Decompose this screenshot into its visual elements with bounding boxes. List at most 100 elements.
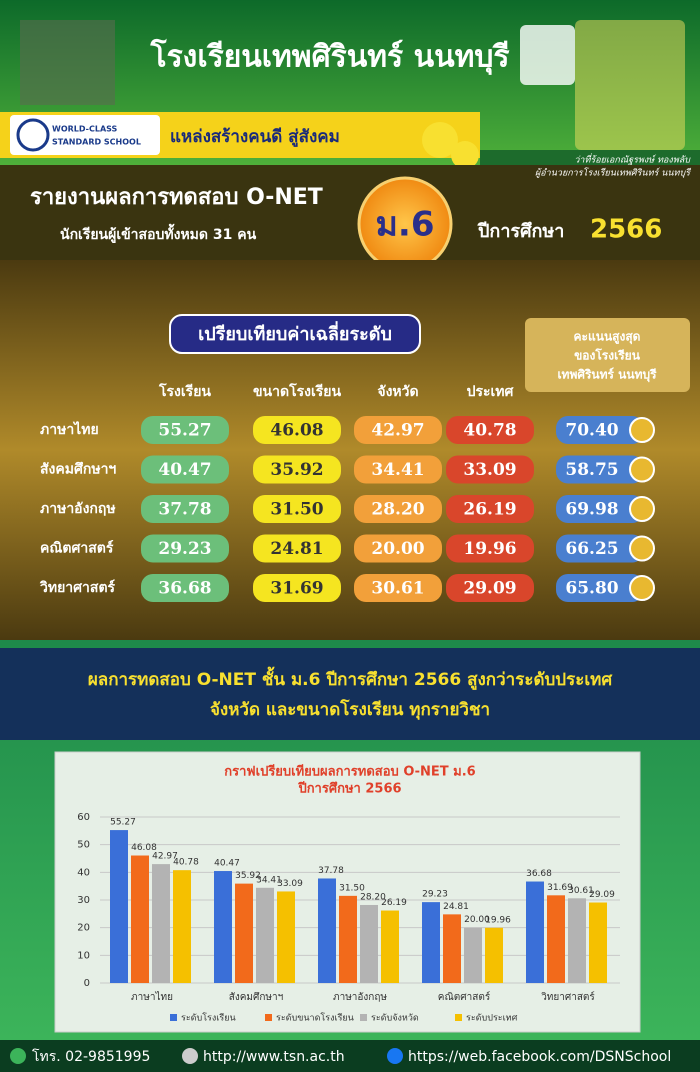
table-value: 31.69 — [270, 579, 323, 599]
slogan: แหล่งสร้างคนดี สู่สังคม — [170, 126, 340, 148]
value-pill — [253, 416, 341, 444]
table-value: 46.08 — [270, 421, 323, 441]
medal — [629, 456, 655, 483]
data-label: 26.19 — [381, 898, 407, 908]
value-pill — [556, 495, 644, 523]
table-value: 58.75 — [565, 460, 618, 480]
value-pill — [556, 455, 644, 484]
y-tick-label: 0 — [84, 978, 90, 989]
top-score-label: ของโรงเรียน — [574, 348, 641, 363]
phone: โทร. 02-9851995 — [32, 1048, 150, 1065]
year: 2566 — [590, 215, 662, 245]
facebook: https://web.facebook.com/DSNSchool — [408, 1049, 671, 1065]
y-tick-label: 50 — [77, 840, 90, 851]
value-pill — [446, 455, 534, 484]
value-pill — [354, 416, 442, 444]
heading-pill — [169, 314, 421, 354]
y-tick-label: 20 — [77, 923, 90, 934]
table-value: 33.09 — [463, 460, 516, 480]
bar — [277, 891, 295, 983]
x-tick-label: ภาษาอังกฤษ — [333, 992, 387, 1003]
table-value: 31.50 — [270, 500, 323, 520]
year-label: ปีการศึกษา — [477, 221, 565, 242]
grade: ม.6 — [376, 205, 435, 245]
bar — [526, 881, 544, 983]
logo-text: WORLD-CLASS — [52, 125, 118, 134]
bar — [110, 830, 128, 983]
value-pill — [556, 534, 644, 563]
table-value: 55.27 — [158, 421, 211, 441]
legend-label: ระดับขนาดโรงเรียน — [276, 1013, 354, 1024]
bar — [339, 895, 357, 983]
data-label: 42.97 — [152, 852, 178, 862]
table-value: 26.19 — [463, 500, 516, 520]
table-value: 37.78 — [158, 500, 211, 520]
y-tick-label: 10 — [77, 950, 90, 961]
bar — [214, 871, 232, 983]
bar — [152, 864, 170, 983]
value-pill — [141, 534, 229, 563]
subject-label: ภาษาอังกฤษ — [40, 501, 116, 517]
medal — [629, 535, 655, 562]
footer-bg — [0, 1040, 700, 1072]
medal — [629, 496, 655, 522]
students: นักเรียนผู้เข้าสอบทั้งหมด 31 คน — [60, 223, 257, 243]
table-value: 34.41 — [371, 460, 424, 480]
value-pill — [141, 416, 229, 444]
chart-title: กราฟเปรียบเทียบผลการทดสอบ O-NET ม.6 — [224, 764, 475, 780]
data-label: 33.09 — [277, 879, 303, 889]
bar — [381, 910, 399, 983]
data-label: 35.92 — [235, 871, 261, 881]
x-tick-label: วิทยาศาสตร์ — [541, 991, 596, 1003]
data-label: 31.69 — [547, 883, 573, 893]
bar — [256, 887, 274, 983]
statue-image — [20, 20, 115, 105]
value-pill — [141, 574, 229, 602]
value-pill — [446, 416, 534, 444]
comparison-heading: เปรียบเทียบค่าเฉลี่ยระดับ — [198, 321, 392, 345]
logo-bg — [10, 115, 160, 155]
table-value: 70.40 — [565, 421, 618, 441]
bar — [443, 914, 461, 983]
table-value: 29.23 — [158, 539, 211, 559]
column-header: ขนาดโรงเรียน — [253, 382, 341, 400]
value-pill — [141, 455, 229, 484]
data-label: 29.09 — [589, 890, 615, 900]
table-value: 40.78 — [463, 421, 516, 441]
table-value: 24.81 — [270, 539, 323, 559]
table-value: 29.09 — [463, 579, 516, 599]
school-title: โรงเรียนเทพศิรินทร์ นนทบุรี — [149, 38, 509, 76]
phone-icon — [10, 1048, 26, 1064]
data-label: 29.23 — [422, 890, 448, 900]
bar — [235, 883, 253, 983]
data-label: 24.81 — [443, 902, 469, 912]
value-pill — [446, 574, 534, 602]
legend-swatch — [170, 1014, 177, 1021]
column-header: จังหวัด — [377, 384, 418, 400]
legend-swatch — [265, 1014, 272, 1021]
summary-band — [0, 648, 700, 740]
x-tick-label: สังคมศึกษาฯ — [229, 991, 284, 1003]
value-pill — [354, 495, 442, 523]
legend-label: ระดับประเทศ — [466, 1014, 518, 1024]
value-pill — [354, 534, 442, 563]
column-header: ประเทศ — [467, 384, 515, 400]
value-pill — [253, 495, 341, 523]
director-photo — [575, 20, 685, 150]
director-name: ว่าที่ร้อยเอกณัฐรพงษ์ ทองพลับ — [574, 153, 691, 166]
bar — [360, 904, 378, 983]
table-value: 30.61 — [371, 579, 424, 599]
bar — [422, 902, 440, 983]
top-score-box — [525, 318, 690, 392]
director-position: ผู้อำนวยการโรงเรียนเทพศิรินทร์ นนทบุรี — [535, 167, 692, 179]
x-tick-label: ภาษาไทย — [131, 991, 173, 1003]
table-value: 36.68 — [158, 579, 211, 599]
top-score-label: คะแนนสูงสุด — [574, 330, 641, 345]
bar — [589, 902, 607, 983]
data-label: 40.78 — [173, 858, 199, 868]
bar — [318, 878, 336, 983]
medal — [629, 575, 655, 601]
legend-swatch — [455, 1014, 462, 1021]
subject-label: วิทยาศาสตร์ — [39, 579, 116, 596]
